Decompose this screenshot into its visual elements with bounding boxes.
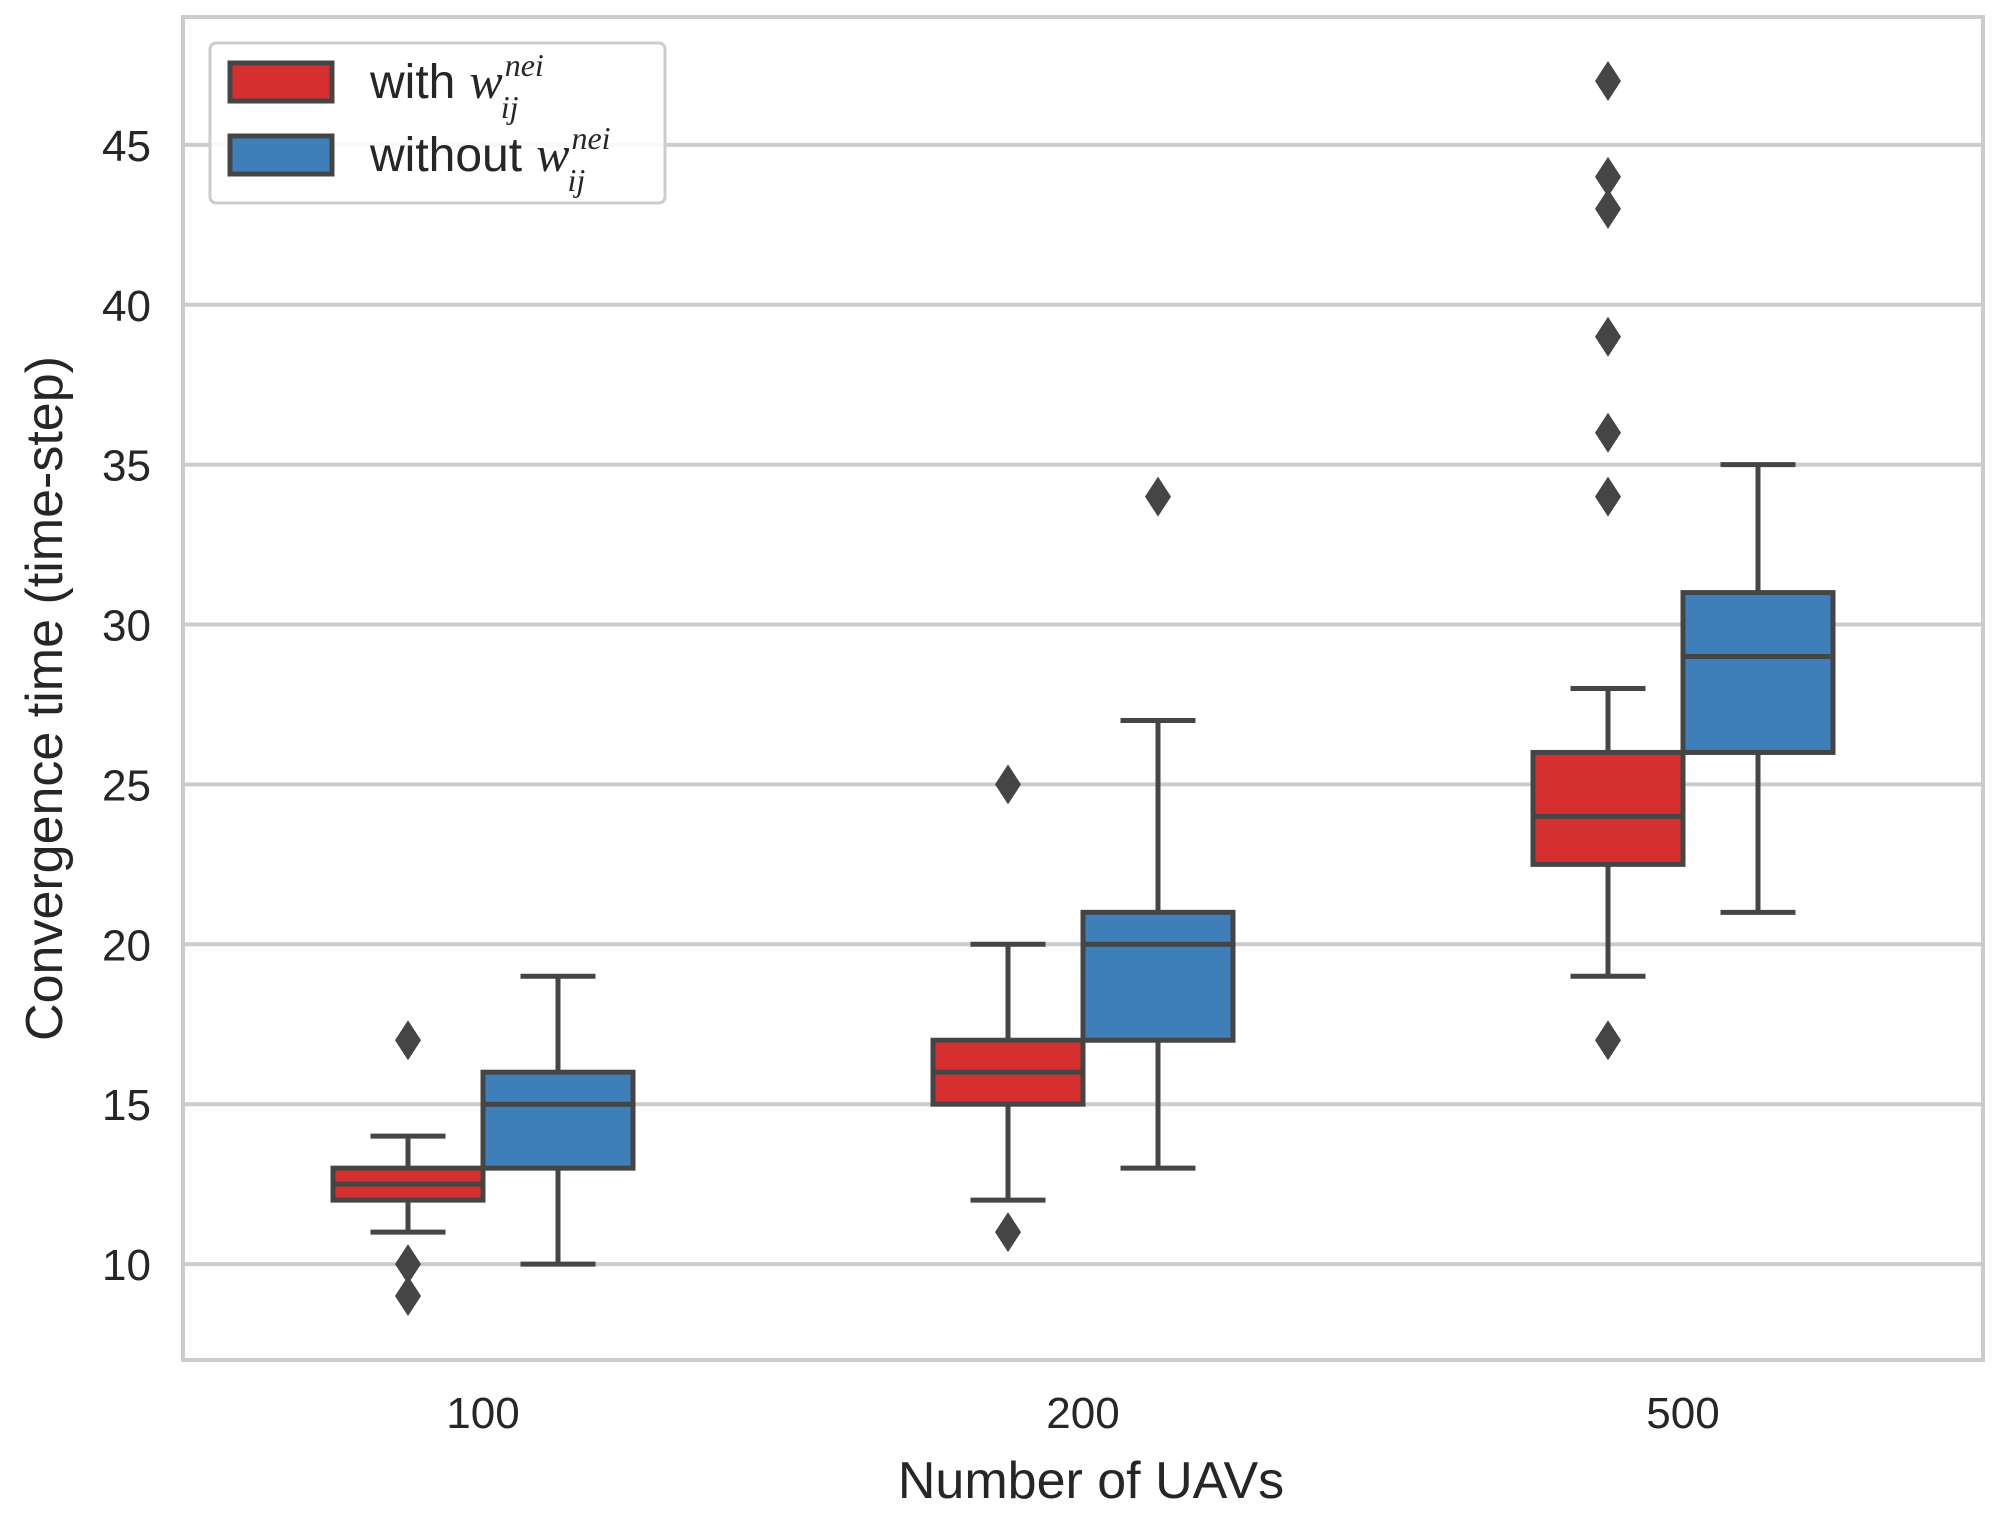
- outlier-marker: [395, 1244, 421, 1285]
- tick-layer: 10 15 20 25 30 35 40 45 100 200 500: [102, 122, 1720, 1438]
- legend-math-base: w: [536, 126, 569, 182]
- outlier-marker: [1595, 156, 1621, 197]
- outlier-marker: [395, 1020, 421, 1061]
- legend-entry-without: without w nei ij: [227, 120, 611, 198]
- y-tick-label-30: 30: [102, 602, 151, 651]
- outlier-marker: [1595, 476, 1621, 517]
- iqr-box: [1530, 749, 1686, 867]
- outlier-marker: [1595, 188, 1621, 229]
- box-with-100: [330, 1020, 486, 1317]
- box-without-200: [1080, 476, 1236, 1171]
- x-tick-label-200: 200: [1046, 1389, 1119, 1438]
- outlier-marker: [1595, 316, 1621, 357]
- y-tick-label-25: 25: [102, 761, 151, 810]
- x-axis-label: Number of UAVs: [898, 1452, 1284, 1510]
- y-tick-label-20: 20: [102, 921, 151, 970]
- box-with-500: [1530, 60, 1686, 1061]
- legend-label: without: [369, 129, 522, 182]
- legend-math-base: w: [469, 53, 502, 109]
- box-without-100: [480, 973, 636, 1267]
- y-tick-label-10: 10: [102, 1241, 151, 1290]
- x-tick-label-100: 100: [446, 1389, 519, 1438]
- box-with-200: [930, 764, 1086, 1253]
- legend-math-sup: nei: [505, 47, 544, 83]
- outlier-marker: [995, 764, 1021, 805]
- plot-frame: [181, 15, 1985, 1362]
- legend-label: with: [369, 56, 455, 109]
- outlier-marker: [1595, 412, 1621, 453]
- legend-math-sub: ij: [501, 89, 519, 125]
- y-tick-label-35: 35: [102, 442, 151, 491]
- legend-swatch: [227, 133, 335, 177]
- box-without-500: [1680, 462, 1836, 915]
- legend-swatch: [227, 60, 335, 104]
- outlier-marker: [995, 1212, 1021, 1253]
- outlier-marker: [1595, 1020, 1621, 1061]
- iqr-box: [1080, 909, 1236, 1043]
- iqr-box: [1680, 590, 1836, 755]
- y-axis-label: Convergence time (time-step): [16, 356, 74, 1041]
- y-tick-label-40: 40: [102, 282, 151, 331]
- box-layer: [330, 60, 1836, 1317]
- x-tick-label-500: 500: [1646, 1389, 1719, 1438]
- legend-entry-with: with w nei ij: [227, 47, 544, 125]
- legend-math-sup: nei: [571, 120, 610, 156]
- y-tick-label-15: 15: [102, 1081, 151, 1130]
- outlier-marker: [1595, 60, 1621, 101]
- legend-math-sub: ij: [567, 162, 585, 198]
- outlier-marker: [395, 1276, 421, 1317]
- outlier-marker: [1145, 476, 1171, 517]
- y-tick-label-45: 45: [102, 122, 151, 171]
- iqr-box: [480, 1069, 636, 1171]
